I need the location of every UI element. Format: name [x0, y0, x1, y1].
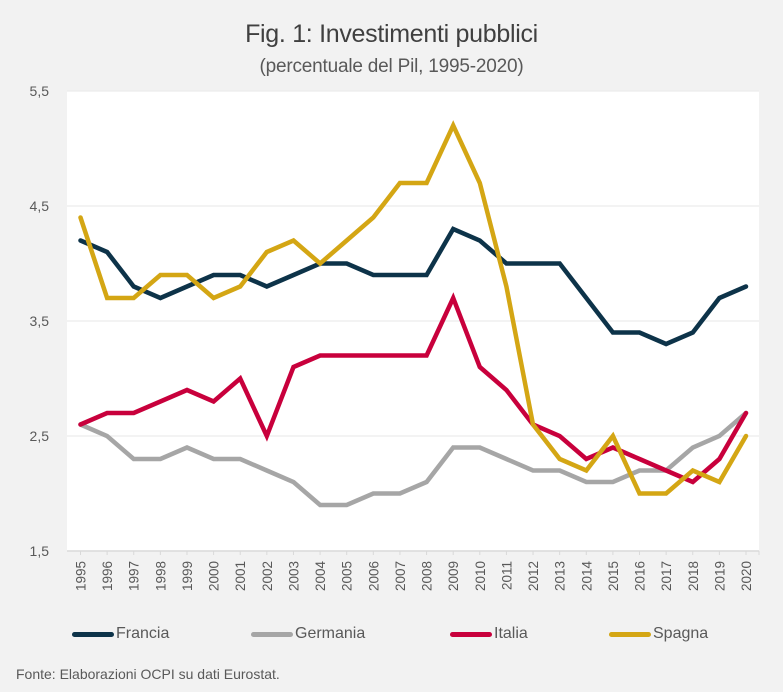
x-tick-label: 2007: [393, 561, 408, 591]
series-line-francia: [78, 226, 749, 347]
x-tick-label: 1996: [100, 561, 115, 591]
legend-swatch-italia: [450, 631, 492, 637]
series-line-spagna: [78, 120, 749, 496]
x-tick-label: 2003: [286, 561, 301, 591]
legend-swatch-francia: [72, 631, 114, 637]
x-axis: 1995 1996 1997 1998 1999 2000 2001 2002 2003 2004…: [67, 550, 760, 592]
x-tick-label: 2001: [233, 561, 248, 591]
x-tick-label: 2012: [526, 561, 541, 591]
legend-swatch-spagna: [609, 631, 651, 637]
y-tick-label: 2,5: [30, 428, 50, 444]
x-tick-label: 2018: [686, 561, 701, 591]
legend-swatch-germania: [251, 631, 293, 637]
x-tick-label: 2010: [473, 561, 488, 591]
chart-subtitle: (percentuale del Pil, 1995-2020): [259, 56, 524, 77]
legend-item-germania: Germania: [251, 622, 365, 646]
y-tick-label: 1,5: [30, 543, 50, 559]
x-tick-label: 2019: [712, 561, 727, 591]
x-tick-label: 2002: [260, 561, 275, 591]
series-lines: [78, 120, 749, 508]
x-tick-label: 2004: [313, 561, 328, 592]
x-tick-label: 2013: [553, 561, 568, 591]
gridlines: [67, 90, 759, 437]
x-tick-label: 1995: [74, 561, 89, 591]
x-tick-label: 1999: [180, 561, 195, 591]
legend: Francia Germania Italia Spagna: [0, 622, 783, 646]
legend-label-spagna: Spagna: [653, 625, 709, 642]
x-tick-label: 2017: [659, 561, 674, 591]
x-tick-label: 2016: [633, 561, 648, 591]
x-tick-label: 2015: [606, 561, 621, 591]
series-line-germania: [78, 410, 749, 508]
x-tick-label: 2006: [366, 561, 381, 591]
y-axis: 1,5 2,5 3,5 4,5 5,5: [30, 83, 50, 559]
legend-label-italia: Italia: [494, 625, 528, 642]
legend-item-spagna: Spagna: [609, 622, 708, 646]
x-tick-label: 2009: [446, 561, 461, 591]
y-tick-label: 4,5: [30, 198, 50, 214]
legend-label-germania: Germania: [295, 625, 366, 642]
source-note: Fonte: Elaborazioni OCPI su dati Eurosta…: [16, 666, 280, 682]
chart-title: Fig. 1: Investimenti pubblici: [245, 20, 538, 48]
y-tick-label: 5,5: [30, 83, 50, 99]
legend-item-francia: Francia: [72, 622, 169, 646]
legend-item-italia: Italia: [450, 622, 528, 646]
x-tick-label: 2014: [579, 561, 594, 592]
series-line-italia: [78, 292, 749, 485]
x-tick-label: 1998: [153, 561, 168, 591]
legend-label-francia: Francia: [116, 625, 170, 642]
x-tick-label: 2008: [420, 561, 435, 591]
x-tick-label: 1997: [127, 561, 142, 591]
x-tick-label: 2000: [207, 561, 222, 591]
x-tick-label: 2005: [340, 561, 355, 591]
x-tick-label: 2020: [739, 561, 754, 591]
y-tick-label: 3,5: [30, 313, 50, 329]
x-tick-label: 2011: [499, 561, 514, 590]
